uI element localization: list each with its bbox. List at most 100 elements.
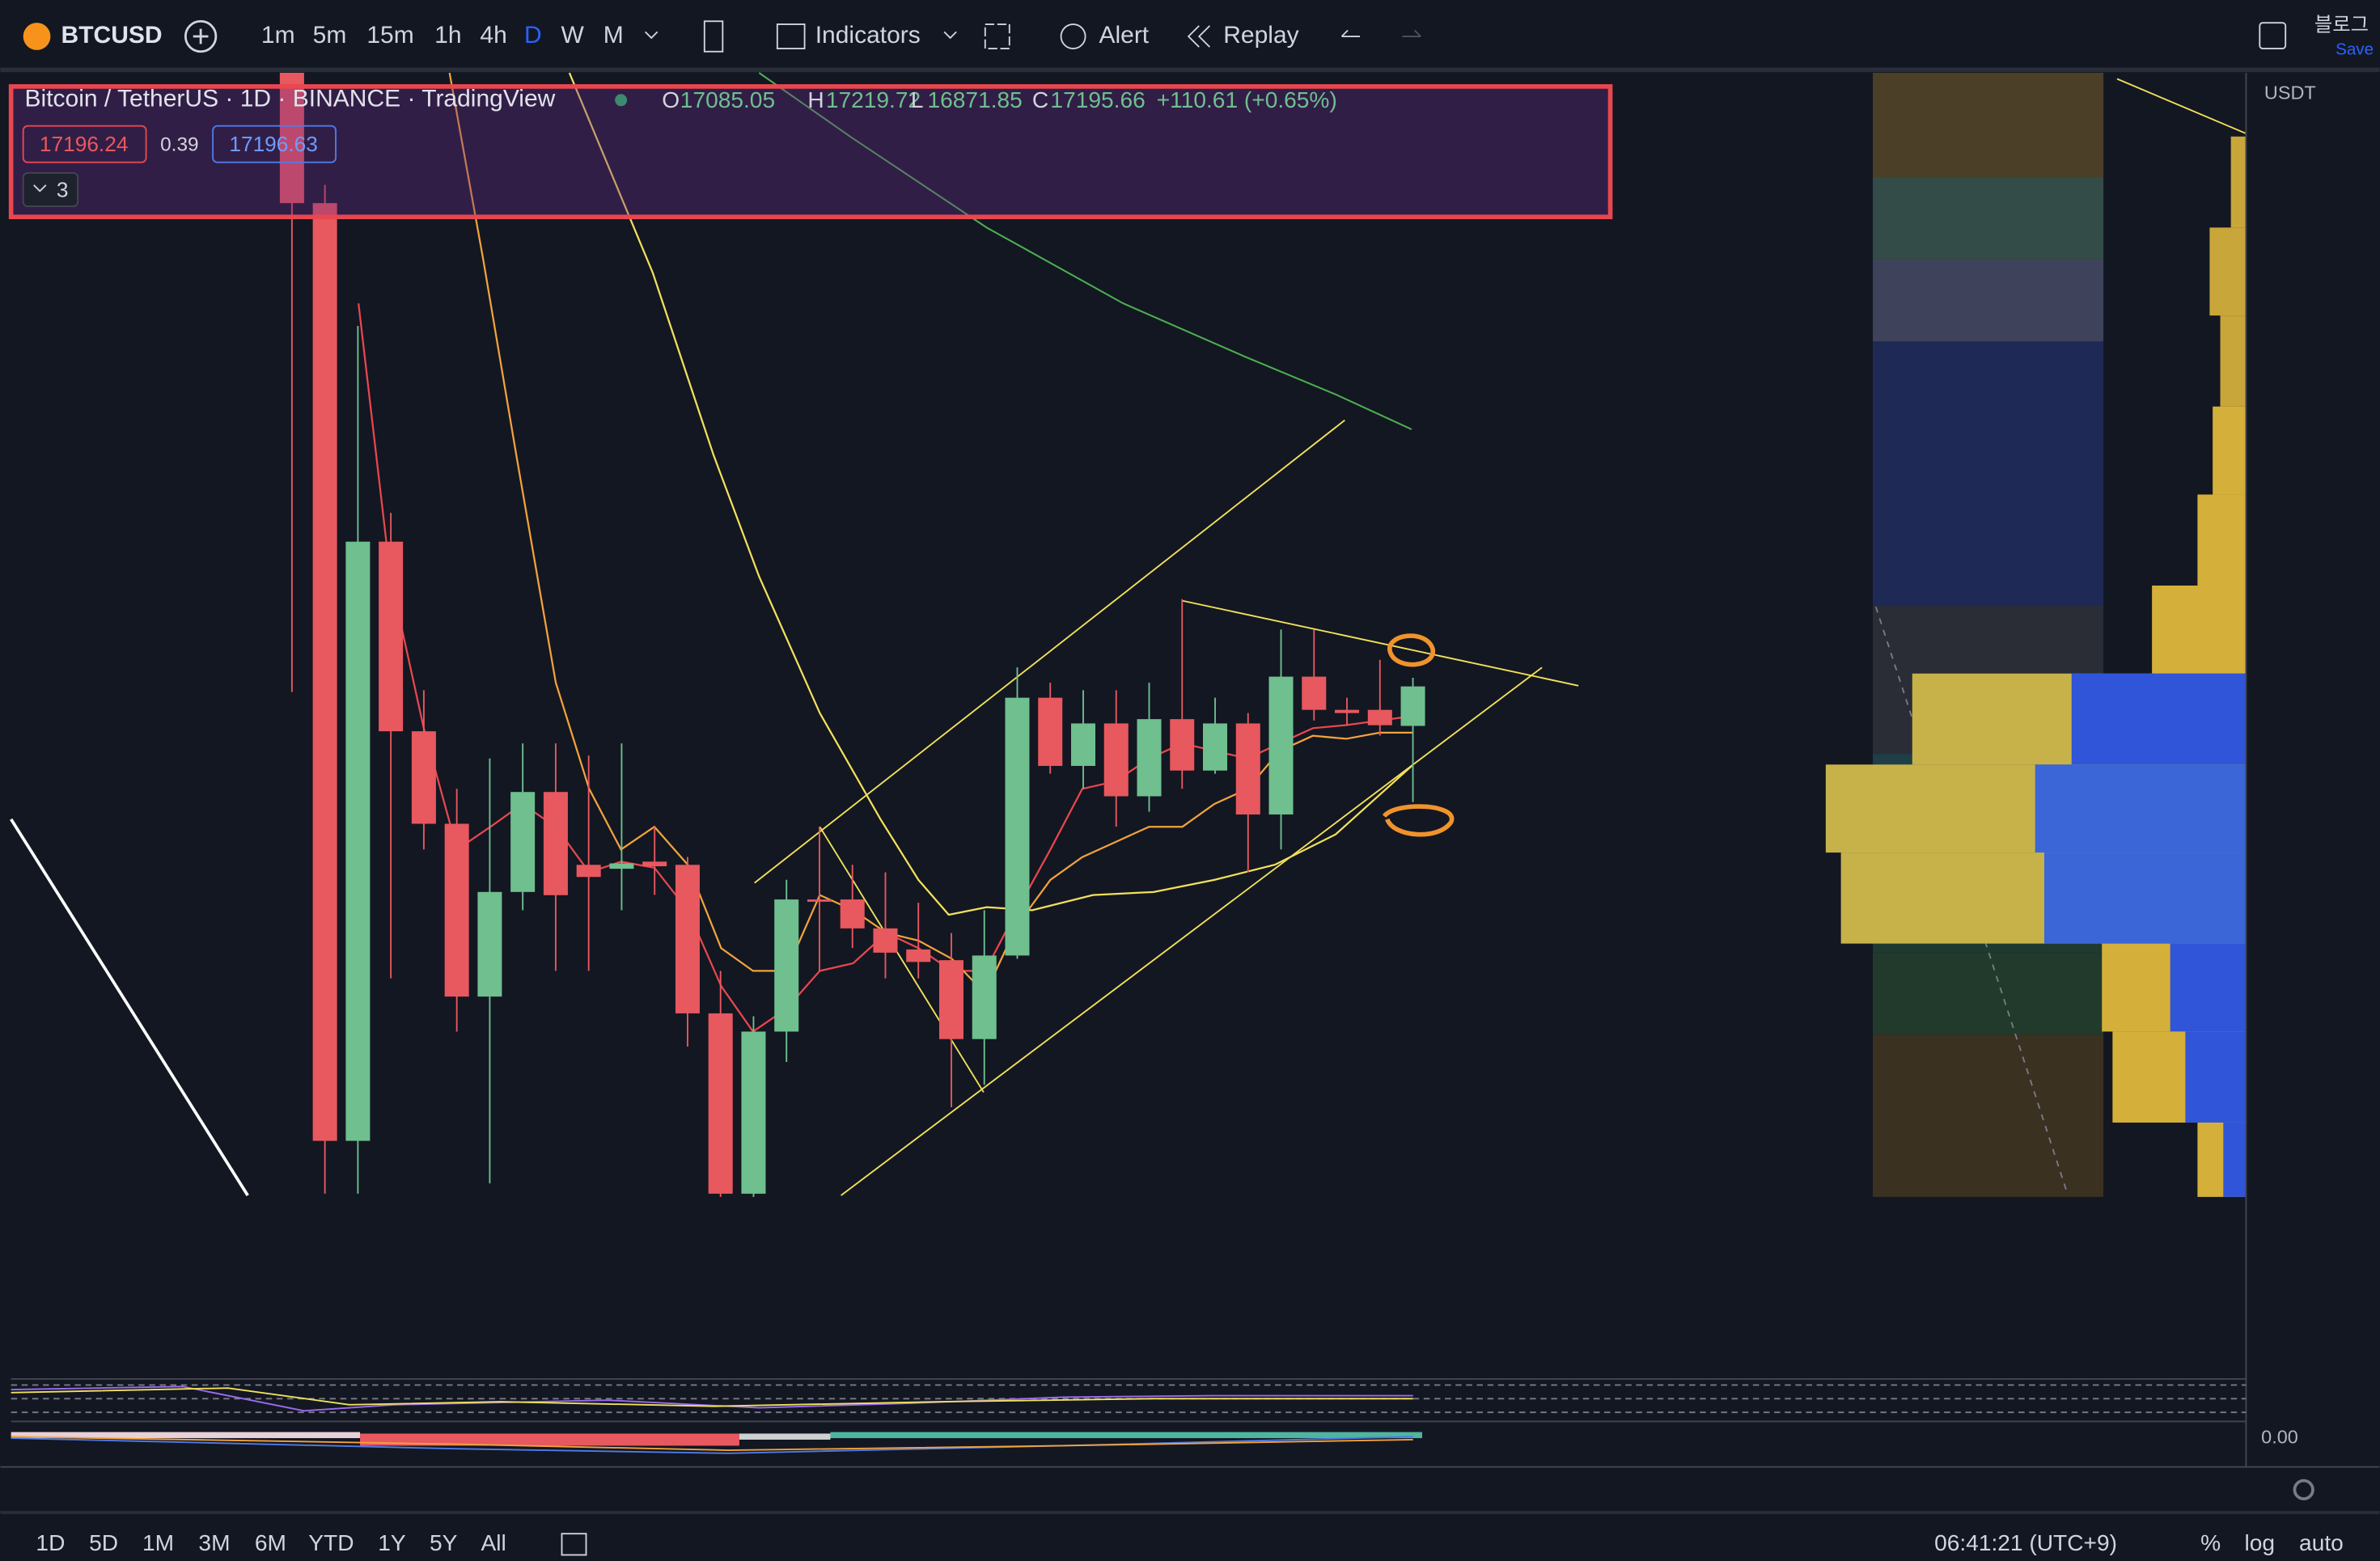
marker-circle xyxy=(1382,804,1455,837)
fullscreen[interactable] xyxy=(2259,22,2287,49)
replay[interactable]: Replay xyxy=(1223,22,1298,49)
interval[interactable]: 1h xyxy=(434,22,461,49)
volume-profile xyxy=(1825,136,2247,1197)
osc-line xyxy=(11,1387,1413,1407)
candle-body xyxy=(411,731,436,824)
candle-body xyxy=(1367,709,1392,726)
range[interactable]: 5Y xyxy=(430,1530,458,1555)
fib-band xyxy=(1873,259,2104,342)
replay-icon[interactable] xyxy=(1187,25,1211,48)
indicators[interactable]: Indicators xyxy=(815,22,921,49)
indicators-icon[interactable] xyxy=(776,23,806,49)
ma-long xyxy=(568,72,1412,916)
fib-band xyxy=(1873,177,2104,260)
collapse-button[interactable] xyxy=(22,171,79,208)
profile-bar xyxy=(2223,1122,2247,1197)
trendline xyxy=(2116,78,2247,134)
candle-body xyxy=(1268,676,1294,815)
candle-body xyxy=(1137,719,1162,797)
fib-band xyxy=(1873,952,2104,1035)
undo[interactable] xyxy=(1340,29,1361,37)
chevron[interactable] xyxy=(644,31,659,40)
log[interactable]: log xyxy=(2245,1530,2276,1555)
candle-body xyxy=(279,73,304,204)
candle-body xyxy=(1302,676,1327,710)
alert[interactable]: Alert xyxy=(1099,22,1149,49)
highlight-box xyxy=(8,84,1613,220)
profile-bar xyxy=(2185,1031,2247,1123)
change: +110.61 (+0.65%) xyxy=(1157,87,1337,112)
candle-body xyxy=(938,960,963,1039)
ask[interactable]: 17196.63 xyxy=(229,132,318,156)
percent[interactable]: % xyxy=(2200,1530,2221,1555)
candle-body xyxy=(1005,697,1030,956)
redo[interactable] xyxy=(1402,29,1421,37)
collapsed-count[interactable]: 3 xyxy=(57,177,69,201)
candle-body xyxy=(543,792,568,895)
candle-body xyxy=(1400,686,1425,726)
high: 17219.72 xyxy=(826,87,921,112)
candle-body xyxy=(906,949,931,962)
candles xyxy=(279,73,1425,1197)
range[interactable]: 5D xyxy=(89,1530,118,1555)
candle-body xyxy=(576,865,601,878)
ask-box[interactable] xyxy=(212,125,337,163)
clock[interactable]: 06:41:21 (UTC+9) xyxy=(1934,1530,2117,1555)
interval[interactable]: M xyxy=(603,22,624,49)
compare-button[interactable] xyxy=(184,19,218,53)
bid[interactable]: 17196.24 xyxy=(40,132,129,156)
profile-bar xyxy=(2230,136,2247,228)
profile-bar xyxy=(2170,943,2247,1032)
auto[interactable]: auto xyxy=(2299,1530,2344,1555)
interval[interactable]: W xyxy=(561,22,584,49)
ohlc: O 17085.05 H 17219.72 L 16871.85 C 17195… xyxy=(662,87,1337,112)
range[interactable]: YTD xyxy=(308,1530,354,1555)
candle-body xyxy=(1038,697,1063,766)
profile-bar xyxy=(2220,315,2247,407)
range[interactable]: 3M xyxy=(198,1530,230,1555)
candle-body xyxy=(510,792,536,892)
macd-hist xyxy=(830,1432,1422,1439)
range[interactable]: All xyxy=(481,1530,506,1555)
currency[interactable]: USDT xyxy=(2264,82,2316,103)
fib-band xyxy=(1873,1034,2104,1197)
range[interactable]: 1Y xyxy=(378,1530,406,1555)
white-line xyxy=(10,818,249,1196)
range[interactable]: 1D xyxy=(36,1530,65,1555)
interval[interactable]: 1m xyxy=(261,22,295,49)
candle-body xyxy=(774,899,799,1032)
btc-icon xyxy=(23,23,51,50)
candle-body xyxy=(741,1031,766,1194)
macd-line xyxy=(11,1436,1413,1454)
candle-body xyxy=(972,955,997,1039)
chevron[interactable] xyxy=(943,31,957,40)
symbol[interactable]: BTCUSD xyxy=(61,22,163,49)
layout-icon[interactable] xyxy=(984,23,1010,49)
goto-date[interactable] xyxy=(561,1533,587,1556)
interval[interactable]: 4h xyxy=(480,22,506,49)
candle-body xyxy=(642,861,667,867)
alert-icon[interactable] xyxy=(1060,23,1086,49)
interval[interactable]: 5m xyxy=(313,22,347,49)
osc-line xyxy=(11,1385,1413,1412)
interval[interactable]: 15m xyxy=(366,22,413,49)
save[interactable]: Save xyxy=(2336,40,2374,58)
bid-box[interactable] xyxy=(22,125,147,163)
range[interactable]: 1M xyxy=(142,1530,174,1555)
profile-bar xyxy=(2071,673,2247,765)
candle-body xyxy=(1335,709,1360,713)
profile-bar xyxy=(2043,852,2247,944)
chart-type-icon[interactable] xyxy=(703,20,724,53)
candle-body xyxy=(840,899,865,929)
candle-body xyxy=(708,1013,733,1194)
chevron xyxy=(33,184,47,192)
candle-body xyxy=(1103,723,1129,797)
interval[interactable]: D xyxy=(524,22,542,49)
osc-zero: 0.00 xyxy=(2261,1426,2298,1447)
candle-body xyxy=(873,928,898,953)
settings-icon[interactable] xyxy=(2293,1479,2314,1500)
o-label: O xyxy=(662,87,680,112)
range[interactable]: 6M xyxy=(255,1530,286,1555)
trendline xyxy=(819,826,985,1093)
